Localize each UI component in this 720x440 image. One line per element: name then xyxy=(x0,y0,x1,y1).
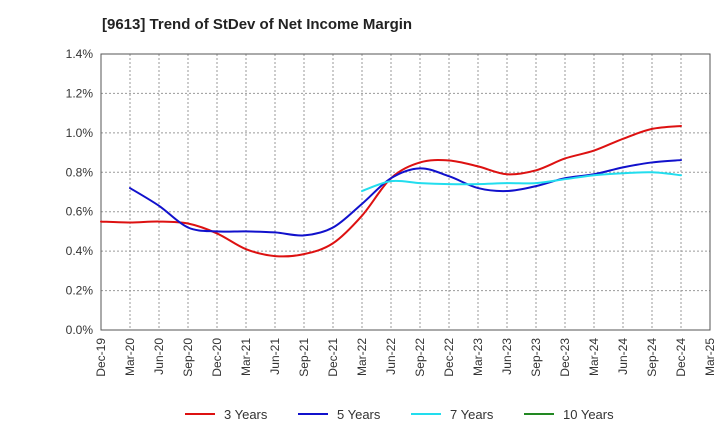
legend-label-7-years: 7 Years xyxy=(450,407,494,422)
y-tick-label: 1.4% xyxy=(66,47,94,61)
x-tick-label: Jun-20 xyxy=(152,338,166,375)
x-tick-label: Dec-22 xyxy=(442,338,456,377)
legend: 3 Years 5 Years 7 Years 10 Years xyxy=(185,407,614,422)
x-tick-label: Mar-20 xyxy=(123,338,137,376)
x-tick-label: Jun-23 xyxy=(500,338,514,375)
y-tick-label: 0.8% xyxy=(66,165,94,179)
axes: 0.0% 0.2% 0.4% 0.6% 0.8% 1.0% 1.2% 1.4% Dec-19 Ma… xyxy=(66,47,717,377)
x-tick-label: Mar-22 xyxy=(355,338,369,376)
y-tick-label: 0.0% xyxy=(66,323,94,337)
x-tick-label: Mar-24 xyxy=(587,338,601,376)
series-line-5-years xyxy=(129,159,682,237)
x-tick-label: Sep-20 xyxy=(181,338,195,377)
y-tick-label: 0.2% xyxy=(66,284,94,298)
x-tick-label: Sep-21 xyxy=(297,338,311,377)
y-tick-label: 1.0% xyxy=(66,126,94,140)
x-tick-label: Mar-21 xyxy=(239,338,253,376)
x-tick-label: Jun-21 xyxy=(268,338,282,375)
legend-label-10-years: 10 Years xyxy=(563,407,614,422)
x-tick-label: Sep-24 xyxy=(645,338,659,377)
y-tick-label: 0.6% xyxy=(66,205,94,219)
legend-label-5-years: 5 Years xyxy=(337,407,381,422)
x-tick-label: Dec-20 xyxy=(210,338,224,377)
x-tick-label: Sep-22 xyxy=(413,338,427,377)
y-tick-label: 1.2% xyxy=(66,86,94,100)
x-tick-label: Dec-23 xyxy=(558,338,572,377)
plot-frame xyxy=(100,53,711,331)
series-lines xyxy=(100,124,682,258)
x-tick-label: Dec-21 xyxy=(326,338,340,377)
x-tick-label: Jun-24 xyxy=(616,338,630,375)
y-tick-label: 0.4% xyxy=(66,244,94,258)
legend-label-3-years: 3 Years xyxy=(224,407,268,422)
series-line-7-years xyxy=(361,171,682,193)
x-tick-label: Sep-23 xyxy=(529,338,543,377)
x-tick-label: Mar-25 xyxy=(703,338,717,376)
grid-lines xyxy=(100,53,711,331)
x-tick-label: Jun-22 xyxy=(384,338,398,375)
x-tick-label: Dec-19 xyxy=(94,338,108,377)
chart-title: [9613] Trend of StDev of Net Income Marg… xyxy=(102,16,413,33)
x-tick-label: Mar-23 xyxy=(471,338,485,376)
x-tick-label: Dec-24 xyxy=(674,338,688,377)
